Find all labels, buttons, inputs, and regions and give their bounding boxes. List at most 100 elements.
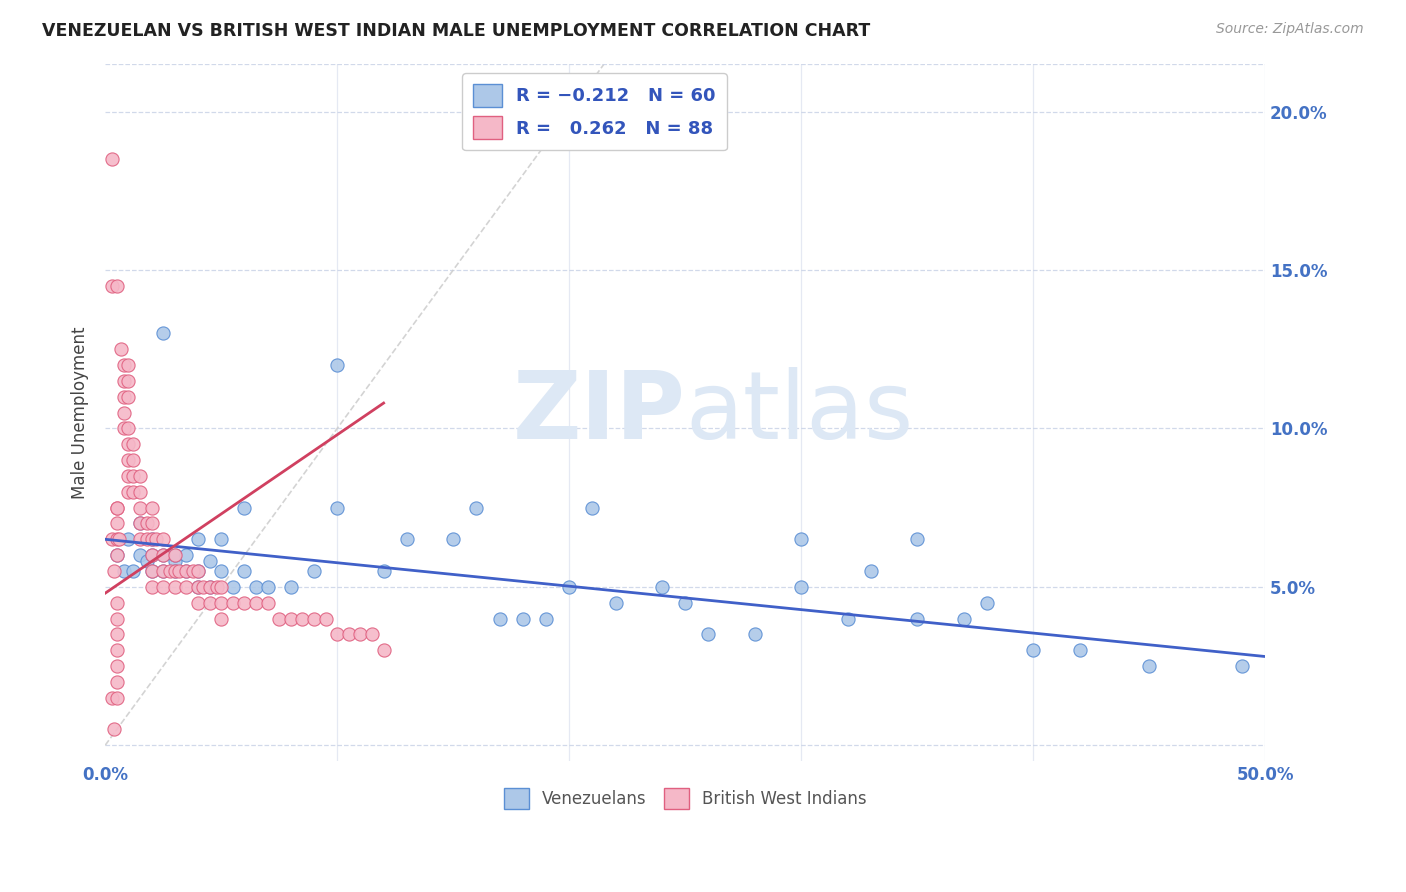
- Point: [169, 564, 191, 578]
- Point: [605, 596, 627, 610]
- Point: [697, 627, 720, 641]
- Point: [152, 533, 174, 547]
- Point: [488, 611, 510, 625]
- Point: [152, 564, 174, 578]
- Point: [103, 723, 125, 737]
- Point: [129, 500, 152, 515]
- Point: [291, 611, 314, 625]
- Point: [176, 564, 198, 578]
- Point: [176, 564, 198, 578]
- Point: [105, 596, 128, 610]
- Point: [105, 516, 128, 531]
- Point: [117, 374, 139, 388]
- Point: [280, 611, 302, 625]
- Point: [117, 421, 139, 435]
- Point: [558, 580, 581, 594]
- Point: [117, 358, 139, 372]
- Legend: Venezuelans, British West Indians: Venezuelans, British West Indians: [498, 781, 873, 815]
- Point: [187, 580, 209, 594]
- Point: [361, 627, 384, 641]
- Point: [112, 358, 135, 372]
- Point: [209, 611, 232, 625]
- Point: [187, 580, 209, 594]
- Point: [256, 580, 278, 594]
- Point: [122, 564, 145, 578]
- Point: [122, 437, 145, 451]
- Point: [744, 627, 766, 641]
- Point: [837, 611, 859, 625]
- Point: [105, 627, 128, 641]
- Point: [105, 643, 128, 657]
- Text: atlas: atlas: [685, 367, 914, 458]
- Point: [209, 596, 232, 610]
- Point: [209, 533, 232, 547]
- Point: [105, 548, 128, 562]
- Point: [117, 390, 139, 404]
- Point: [145, 533, 167, 547]
- Point: [269, 611, 291, 625]
- Point: [198, 596, 221, 610]
- Point: [280, 580, 302, 594]
- Point: [326, 627, 349, 641]
- Point: [976, 596, 998, 610]
- Y-axis label: Male Unemployment: Male Unemployment: [72, 326, 89, 499]
- Point: [233, 596, 256, 610]
- Point: [152, 548, 174, 562]
- Point: [110, 342, 132, 356]
- Point: [112, 390, 135, 404]
- Point: [129, 548, 152, 562]
- Point: [141, 533, 163, 547]
- Point: [326, 358, 349, 372]
- Point: [1230, 659, 1253, 673]
- Point: [112, 564, 135, 578]
- Point: [105, 548, 128, 562]
- Point: [465, 500, 488, 515]
- Point: [245, 596, 267, 610]
- Point: [129, 469, 152, 483]
- Point: [122, 469, 145, 483]
- Point: [105, 500, 128, 515]
- Point: [152, 326, 174, 341]
- Point: [105, 278, 128, 293]
- Point: [117, 437, 139, 451]
- Point: [187, 596, 209, 610]
- Text: ZIP: ZIP: [512, 367, 685, 458]
- Point: [183, 564, 205, 578]
- Point: [112, 374, 135, 388]
- Point: [112, 421, 135, 435]
- Point: [163, 554, 186, 568]
- Point: [302, 611, 325, 625]
- Point: [163, 548, 186, 562]
- Point: [152, 548, 174, 562]
- Text: Source: ZipAtlas.com: Source: ZipAtlas.com: [1216, 22, 1364, 37]
- Point: [176, 580, 198, 594]
- Point: [105, 533, 128, 547]
- Point: [105, 690, 128, 705]
- Point: [326, 500, 349, 515]
- Point: [315, 611, 337, 625]
- Point: [141, 580, 163, 594]
- Point: [129, 516, 152, 531]
- Point: [103, 564, 125, 578]
- Point: [152, 580, 174, 594]
- Point: [152, 564, 174, 578]
- Point: [101, 152, 124, 166]
- Point: [187, 564, 209, 578]
- Point: [129, 516, 152, 531]
- Point: [129, 533, 152, 547]
- Point: [117, 484, 139, 499]
- Point: [205, 580, 228, 594]
- Point: [163, 548, 186, 562]
- Point: [233, 564, 256, 578]
- Point: [302, 564, 325, 578]
- Point: [790, 580, 813, 594]
- Point: [581, 500, 603, 515]
- Point: [141, 533, 163, 547]
- Point: [859, 564, 882, 578]
- Point: [105, 611, 128, 625]
- Point: [187, 564, 209, 578]
- Point: [905, 611, 928, 625]
- Point: [222, 596, 245, 610]
- Point: [136, 554, 159, 568]
- Point: [141, 548, 163, 562]
